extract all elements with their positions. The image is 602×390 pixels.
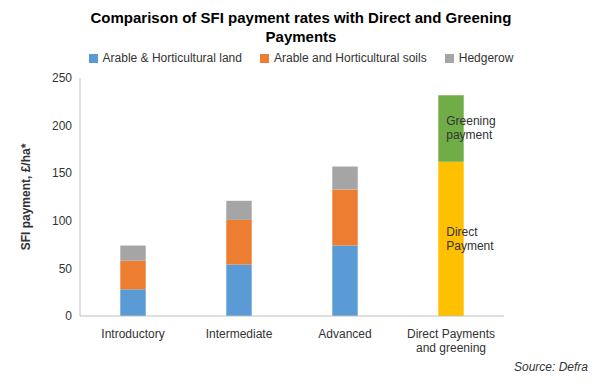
html-text:Hedgerow: Hedgerow — [458, 51, 514, 65]
html-text:Comparison of SFI payment rate: Comparison of SFI payment rates with Dir… — [90, 9, 512, 45]
html-text:Source: Defra: Source: Defra — [514, 360, 588, 374]
svg-text:Advanced: Advanced — [318, 327, 371, 341]
svg-text:100: 100 — [52, 214, 72, 228]
svg-text:150: 150 — [52, 166, 72, 180]
html-text:Arable and Horticultural soils: Arable and Horticultural soils — [274, 51, 427, 65]
svg-text:SFI payment, £/ha*: SFI payment, £/ha* — [19, 143, 33, 250]
svg-text:DirectPayment: DirectPayment — [446, 225, 494, 253]
svg-text:Direct Paymentsand greening: Direct Paymentsand greening — [407, 327, 495, 355]
svg-text:0: 0 — [65, 309, 72, 323]
svg-text:Greeningpayment: Greeningpayment — [446, 114, 495, 142]
html-text:Arable & Horticultural land: Arable & Horticultural land — [102, 51, 242, 65]
svg-text:Introductory: Introductory — [101, 327, 164, 341]
svg-text:200: 200 — [52, 119, 72, 133]
svg-text:250: 250 — [52, 71, 72, 85]
svg-text:50: 50 — [59, 262, 73, 276]
svg-text:Intermediate: Intermediate — [206, 327, 273, 341]
